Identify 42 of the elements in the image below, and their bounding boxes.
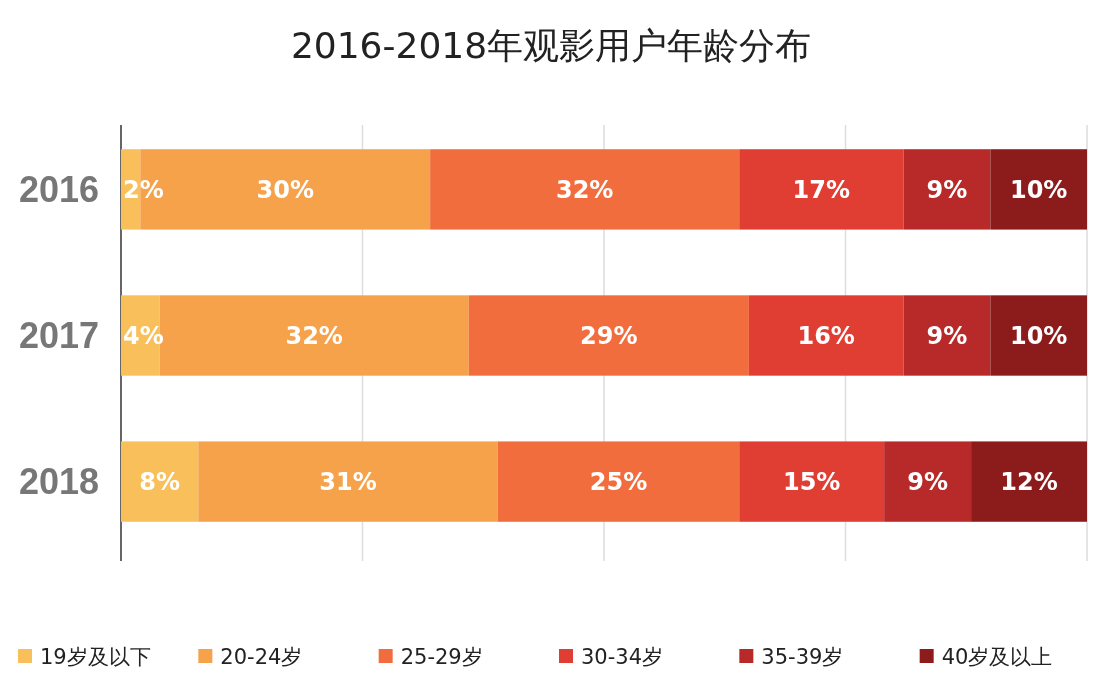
data-label: 17% — [792, 175, 851, 204]
data-label: 30% — [256, 175, 314, 204]
bar — [748, 295, 904, 376]
legend-label: 19岁及以下 — [40, 645, 151, 670]
bar — [903, 149, 991, 230]
bar — [971, 441, 1087, 522]
bar — [198, 441, 498, 522]
legend-label: 40岁及以上 — [941, 645, 1053, 670]
y-tick-label: 2016 — [18, 169, 99, 210]
bar — [497, 441, 740, 522]
chart-title: 2016-2018年观影用户年龄分布 — [290, 25, 812, 66]
y-tick-label: 2017 — [18, 315, 99, 357]
bar — [990, 149, 1087, 230]
data-label: 10% — [1009, 175, 1068, 204]
legend-label: 20-24岁 — [220, 645, 303, 670]
data-label: 15% — [782, 468, 841, 496]
data-label: 16% — [797, 321, 855, 350]
bar — [121, 441, 199, 522]
data-label: 31% — [319, 468, 377, 496]
data-label: 10% — [1009, 321, 1068, 350]
legend-label: 25-29岁 — [400, 645, 483, 670]
data-label: 9% — [907, 468, 948, 496]
data-label: 32% — [285, 321, 343, 350]
data-label: 25% — [589, 468, 648, 496]
bar — [903, 295, 991, 376]
data-label: 12% — [1000, 468, 1058, 496]
bar — [468, 295, 749, 376]
bar — [739, 441, 885, 522]
data-label: 9% — [926, 175, 968, 204]
bar — [739, 149, 904, 230]
bar — [884, 441, 972, 522]
legend-label: 30-34岁 — [581, 645, 664, 670]
bar — [430, 149, 740, 230]
data-label: 8% — [139, 468, 181, 496]
y-tick-label: 2018 — [18, 461, 99, 503]
bar — [990, 295, 1087, 376]
data-label: 2% — [123, 175, 164, 204]
legend-label: 35-39岁 — [761, 645, 844, 670]
data-label: 29% — [580, 321, 638, 350]
data-label: 9% — [926, 321, 968, 350]
data-label: 32% — [555, 175, 614, 204]
data-label: 4% — [123, 321, 164, 350]
